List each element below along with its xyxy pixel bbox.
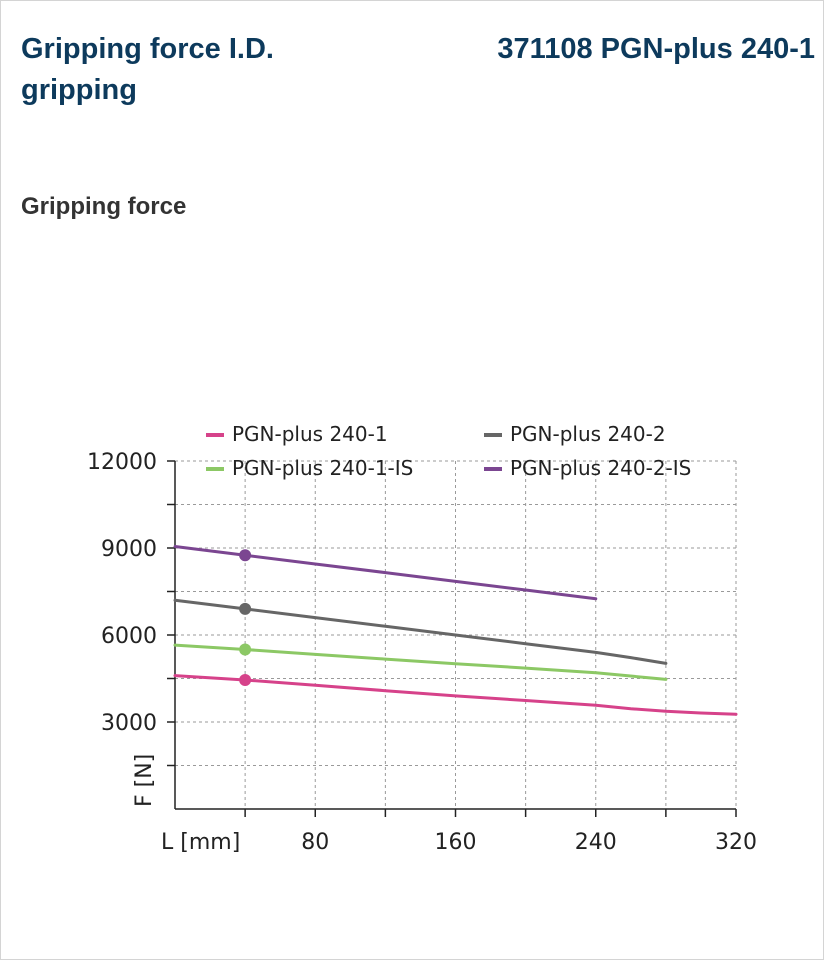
x-tick-label: 80 <box>301 830 329 855</box>
y-tick-label: 9000 <box>101 537 157 562</box>
page-title: Gripping force I.D. gripping <box>21 33 274 106</box>
axes <box>174 461 736 810</box>
legend-entry: PGN-plus 240-1 <box>232 422 388 446</box>
product-title: 371108 PGN-plus 240-1 <box>497 33 815 65</box>
y-axis-label: F [N] <box>132 754 157 807</box>
series-line <box>173 545 598 601</box>
y-tick-label: 6000 <box>101 624 157 649</box>
grid <box>167 460 737 817</box>
series-line <box>173 598 668 665</box>
series-markers <box>239 549 252 686</box>
y-tick-label: 3000 <box>101 711 157 736</box>
x-tick-label: 160 <box>435 830 477 855</box>
series-line <box>173 674 738 716</box>
series-marker <box>239 549 252 562</box>
legend-entry: PGN-plus 240-2 <box>510 422 666 446</box>
y-tick-label: 12000 <box>87 450 157 475</box>
x-tick-label: 240 <box>575 830 617 855</box>
series-marker <box>239 602 252 615</box>
x-axis-label: L [mm] <box>161 830 240 855</box>
x-tick-label: 320 <box>715 830 757 855</box>
series-lines <box>173 545 738 716</box>
section-title: Gripping force <box>21 193 187 220</box>
legend-entry: PGN-plus 240-2-IS <box>510 456 691 480</box>
legend: PGN-plus 240-1 PGN-plus 240-2 PGN-plus 240… <box>206 422 691 480</box>
series-marker <box>239 673 252 686</box>
series-line <box>173 643 668 681</box>
legend-entry: PGN-plus 240-1-IS <box>232 456 413 480</box>
series-marker <box>239 643 252 656</box>
tick-labels: 80 160 240 320 3000 6000 9000 12000 <box>87 450 757 855</box>
